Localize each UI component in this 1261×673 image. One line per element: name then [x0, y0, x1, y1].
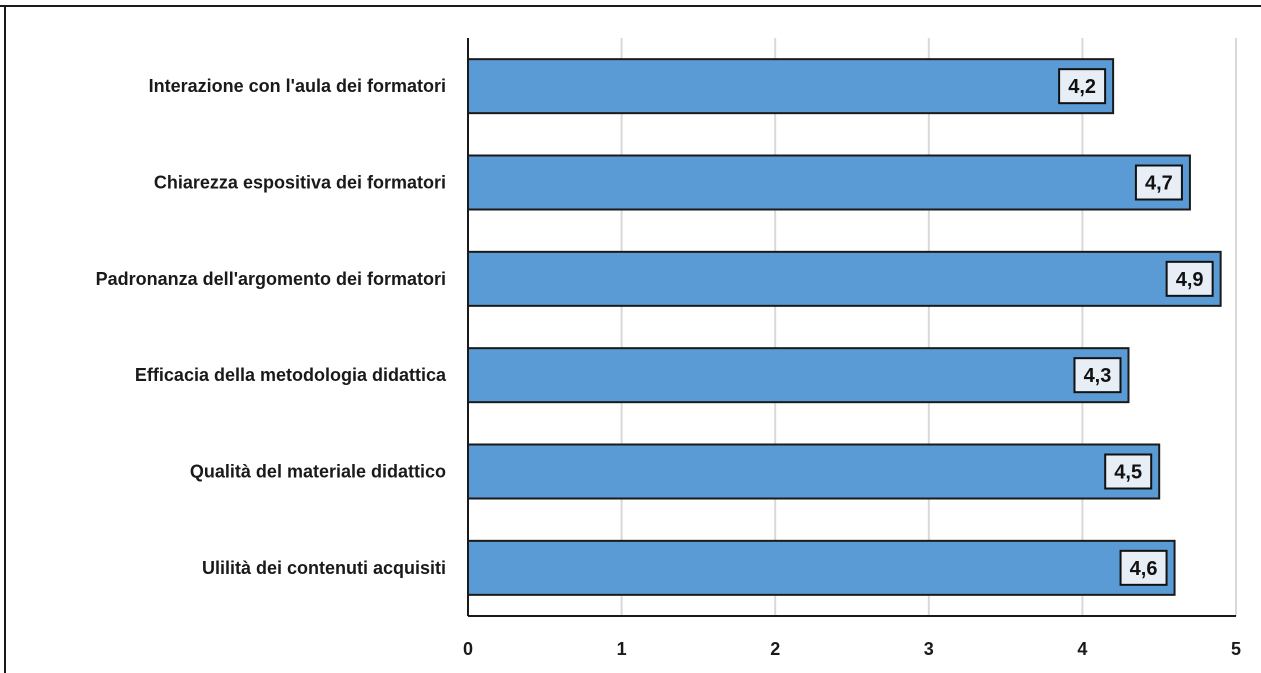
- data-label-box-1: [1134, 164, 1183, 201]
- data-label-5: 4,6: [1130, 558, 1158, 580]
- category-label-0: Interazione con l'aula dei formatori: [149, 76, 446, 96]
- x-tick-label-4: 4: [1077, 639, 1087, 659]
- x-tick-label-0: 0: [463, 639, 473, 659]
- category-label-1: Chiarezza espositiva dei formatori: [154, 173, 446, 193]
- bar-3: [467, 347, 1130, 404]
- axes: [467, 38, 1236, 617]
- data-label-box-2: [1165, 260, 1214, 297]
- data-label-box-5: [1119, 549, 1168, 586]
- x-tick-label-3: 3: [924, 639, 934, 659]
- data-label-1: 4,7: [1145, 173, 1173, 195]
- data-label-box-0: [1058, 68, 1107, 105]
- bar-1: [467, 154, 1191, 211]
- category-label-4: Qualità del materiale didattico: [190, 462, 446, 482]
- category-labels: Interazione con l'aula dei formatori Chia…: [96, 76, 447, 578]
- category-label-5: Ulilità dei contenuti acquisiti: [202, 558, 446, 578]
- data-labels: 4,2 4,7 4,9 4,3 4,5 4,6: [1058, 68, 1214, 586]
- data-label-box-4: [1104, 453, 1153, 490]
- data-label-4: 4,5: [1114, 462, 1142, 484]
- bar-4: [467, 443, 1161, 500]
- data-label-2: 4,9: [1176, 269, 1204, 291]
- category-label-3: Efficacia della metodologia didattica: [135, 365, 447, 385]
- gridlines: [620, 38, 1237, 616]
- data-label-0: 4,2: [1068, 76, 1096, 98]
- tick-labels: 0 1 2 3 4 5: [463, 639, 1241, 659]
- category-label-2: Padronanza dell'argomento dei formatori: [96, 269, 446, 289]
- data-label-3: 4,3: [1084, 365, 1112, 387]
- data-label-box-3: [1073, 357, 1122, 394]
- bar-0: [467, 58, 1115, 115]
- bars: [467, 58, 1222, 596]
- x-tick-label-2: 2: [770, 639, 780, 659]
- x-tick-label-5: 5: [1231, 639, 1241, 659]
- x-tick-label-1: 1: [617, 639, 627, 659]
- bar-2: [467, 250, 1222, 307]
- bar-5: [467, 539, 1176, 596]
